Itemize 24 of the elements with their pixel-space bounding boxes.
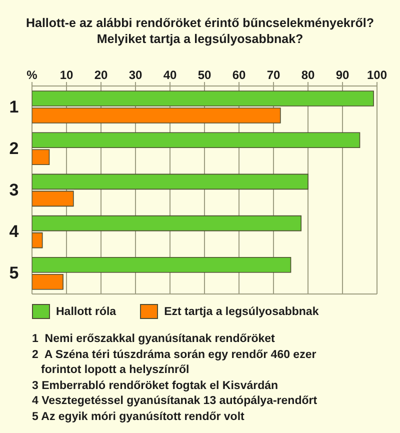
y-tick-label: 1 bbox=[9, 97, 19, 116]
y-tick-label: 4 bbox=[9, 222, 20, 242]
y-tick-label: 2 bbox=[9, 138, 19, 158]
x-tick-label: 70 bbox=[266, 68, 280, 82]
text: 4 Vesztegetéssel gyanúsítanak 13 autópálya-rendőrt bbox=[32, 394, 318, 410]
legend-label: Hallott róla bbox=[56, 306, 116, 318]
legend-label: Ezt tartja a legsúlyosabbnak bbox=[164, 306, 319, 318]
x-tick-label: 100 bbox=[366, 68, 388, 82]
x-tick-label: 30 bbox=[128, 68, 142, 82]
text: 2 A Széna téri túszdráma során egy rendőr 460 ezer forintot lopott a helyszínről bbox=[32, 348, 318, 378]
chart-title: Hallott-e az alábbi rendőröket érintő bűncselekményekről? Melyiket tartja a legsúlyosabbnak? bbox=[24, 15, 375, 47]
text: 3 Emberrabló rendőröket fogtak el Kisvárdán bbox=[32, 378, 280, 394]
y-tick-label: 5 bbox=[9, 264, 19, 283]
x-tick-label: 90 bbox=[336, 68, 350, 82]
x-tick-label: 80 bbox=[301, 68, 315, 82]
y-tick-label: 3 bbox=[9, 180, 19, 200]
x-tick-label: % bbox=[26, 68, 38, 82]
text: 5 Az egyik móri gyanúsított rendőr volt bbox=[32, 410, 246, 425]
x-tick-label: 10 bbox=[60, 68, 74, 82]
x-tick-label: 50 bbox=[198, 68, 212, 82]
x-tick-label: 60 bbox=[232, 68, 246, 82]
text: 1 Nemi erőszakkal gyanúsítanak rendőröket bbox=[32, 332, 276, 347]
x-tick-label: 20 bbox=[94, 68, 108, 82]
x-tick-label: 40 bbox=[163, 68, 177, 82]
